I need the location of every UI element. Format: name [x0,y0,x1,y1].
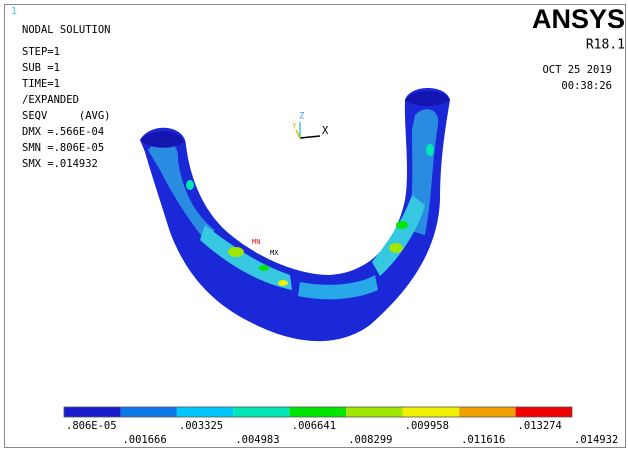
legend-label: .009958 [405,420,449,432]
legend-band [290,407,346,417]
legend-label: .013274 [518,420,562,432]
info-line: TIME=1 [22,78,60,90]
max-marker: MX [270,249,279,257]
triad-x: X [322,125,329,137]
legend-label: .011616 [461,434,505,446]
legend-label: .014932 [574,434,618,446]
release: R18.1 [586,38,625,53]
time: 00:38:26 [561,80,612,92]
legend-label: .008299 [348,434,392,446]
info-line: STEP=1 [22,46,60,58]
legend-label: .004983 [235,434,279,446]
triad-z: Z [299,112,305,122]
legend-label: .806E-05 [66,420,117,432]
triad-y: Y [292,122,297,131]
info-line: SEQV (AVG) [22,110,111,122]
legend-band [516,407,572,417]
window-number: 1 [11,6,17,17]
legend-band [120,407,176,417]
legend-band [233,407,289,417]
page: 1 NODAL SOLUTION STEP=1 SUB =1 TIME=1/EXPA… [0,0,628,452]
logo: ANSYS [532,4,625,34]
date: OCT 25 2019 [542,64,612,76]
legend-label: .001666 [122,434,166,446]
legend-label: .006641 [292,420,336,432]
legend-band [403,407,459,417]
info-title: NODAL SOLUTION [22,24,111,36]
legend-band [177,407,233,417]
info-line: SMN =.806E-05 [22,142,104,154]
graphics-window: 1 NODAL SOLUTION STEP=1 SUB =1 TIME=1/EXPA… [0,0,628,452]
info-line: SUB =1 [22,62,60,74]
info-line: /EXPANDED [22,94,79,106]
min-marker: MN [252,238,260,246]
info-line: SMX =.014932 [22,158,98,170]
window-frame [5,5,626,448]
info-line: DMX =.566E-04 [22,126,104,138]
legend-label: .003325 [179,420,223,432]
legend-band [64,407,120,417]
legend-band [346,407,402,417]
legend-band [459,407,515,417]
